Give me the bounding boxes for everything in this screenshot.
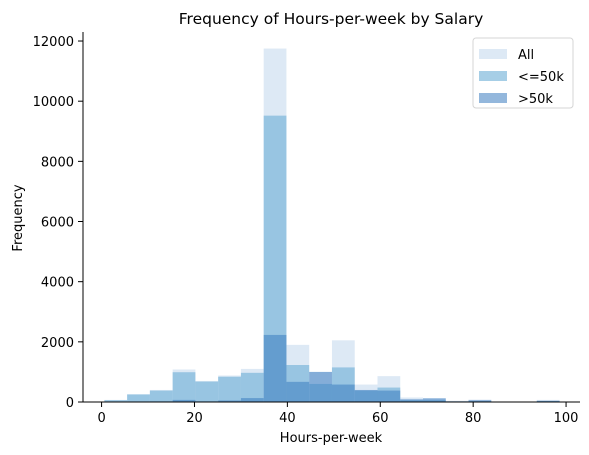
bar-gt50k-16 — [468, 400, 492, 402]
bar-le50k-2 — [149, 390, 173, 402]
bar-le50k-7 — [263, 115, 287, 403]
chart-title: Frequency of Hours-per-week by Salary — [179, 10, 484, 28]
axes — [82, 32, 580, 403]
bar-gt50k-14 — [423, 398, 446, 402]
x-axis-label: Hours-per-week — [280, 431, 383, 446]
bar-gt50k-12 — [377, 390, 401, 402]
x-tick-label: 0 — [97, 411, 105, 426]
bar-gt50k-5 — [218, 400, 241, 402]
bar-le50k-5 — [218, 376, 241, 402]
y-axis-ticks: 0 2000 4000 6000 8000 10000 12000 — [33, 35, 83, 411]
bar-gt50k-8 — [286, 381, 310, 402]
legend-swatch-2 — [479, 93, 507, 103]
x-tick-label: 80 — [465, 411, 482, 426]
bar-le50k-4 — [195, 381, 219, 402]
legend-label-2: >50k — [518, 92, 553, 107]
legend-label-1: <=50k — [518, 70, 564, 85]
legend-swatch-1 — [479, 71, 507, 81]
y-axis-label: Frequency — [11, 184, 26, 251]
x-tick-label: 100 — [554, 411, 579, 426]
bar-gt50k-3 — [172, 399, 196, 402]
bar-le50k-3 — [172, 372, 196, 402]
y-tick-label: 6000 — [41, 216, 74, 231]
y-tick-label: 0 — [66, 396, 74, 411]
bar-gt50k-11 — [354, 389, 378, 402]
y-tick-label: 4000 — [41, 276, 74, 291]
y-tick-label: 8000 — [41, 155, 74, 170]
x-tick-label: 20 — [186, 411, 203, 426]
bar-le50k-0 — [104, 400, 128, 402]
legend-swatch-0 — [479, 49, 507, 59]
bar-gt50k-6 — [240, 398, 264, 402]
bar-le50k-6 — [240, 372, 264, 402]
bar-gt50k-7 — [263, 334, 287, 402]
y-tick-label: 2000 — [41, 336, 74, 351]
legend-label-0: All — [518, 48, 534, 63]
legend: All <=50k >50k — [472, 37, 574, 109]
x-axis-ticks: 0 20 40 60 80 100 — [97, 402, 578, 426]
bars-layer — [104, 48, 560, 403]
bar-gt50k-13 — [400, 399, 424, 402]
bar-le50k-1 — [127, 394, 150, 402]
bar-gt50k-9 — [309, 371, 332, 402]
x-tick-label: 60 — [372, 411, 389, 426]
y-tick-label: 10000 — [33, 95, 74, 110]
bar-gt50k-19 — [536, 400, 560, 402]
x-tick-label: 40 — [279, 411, 296, 426]
bar-gt50k-10 — [331, 384, 355, 402]
y-tick-label: 12000 — [33, 35, 74, 50]
